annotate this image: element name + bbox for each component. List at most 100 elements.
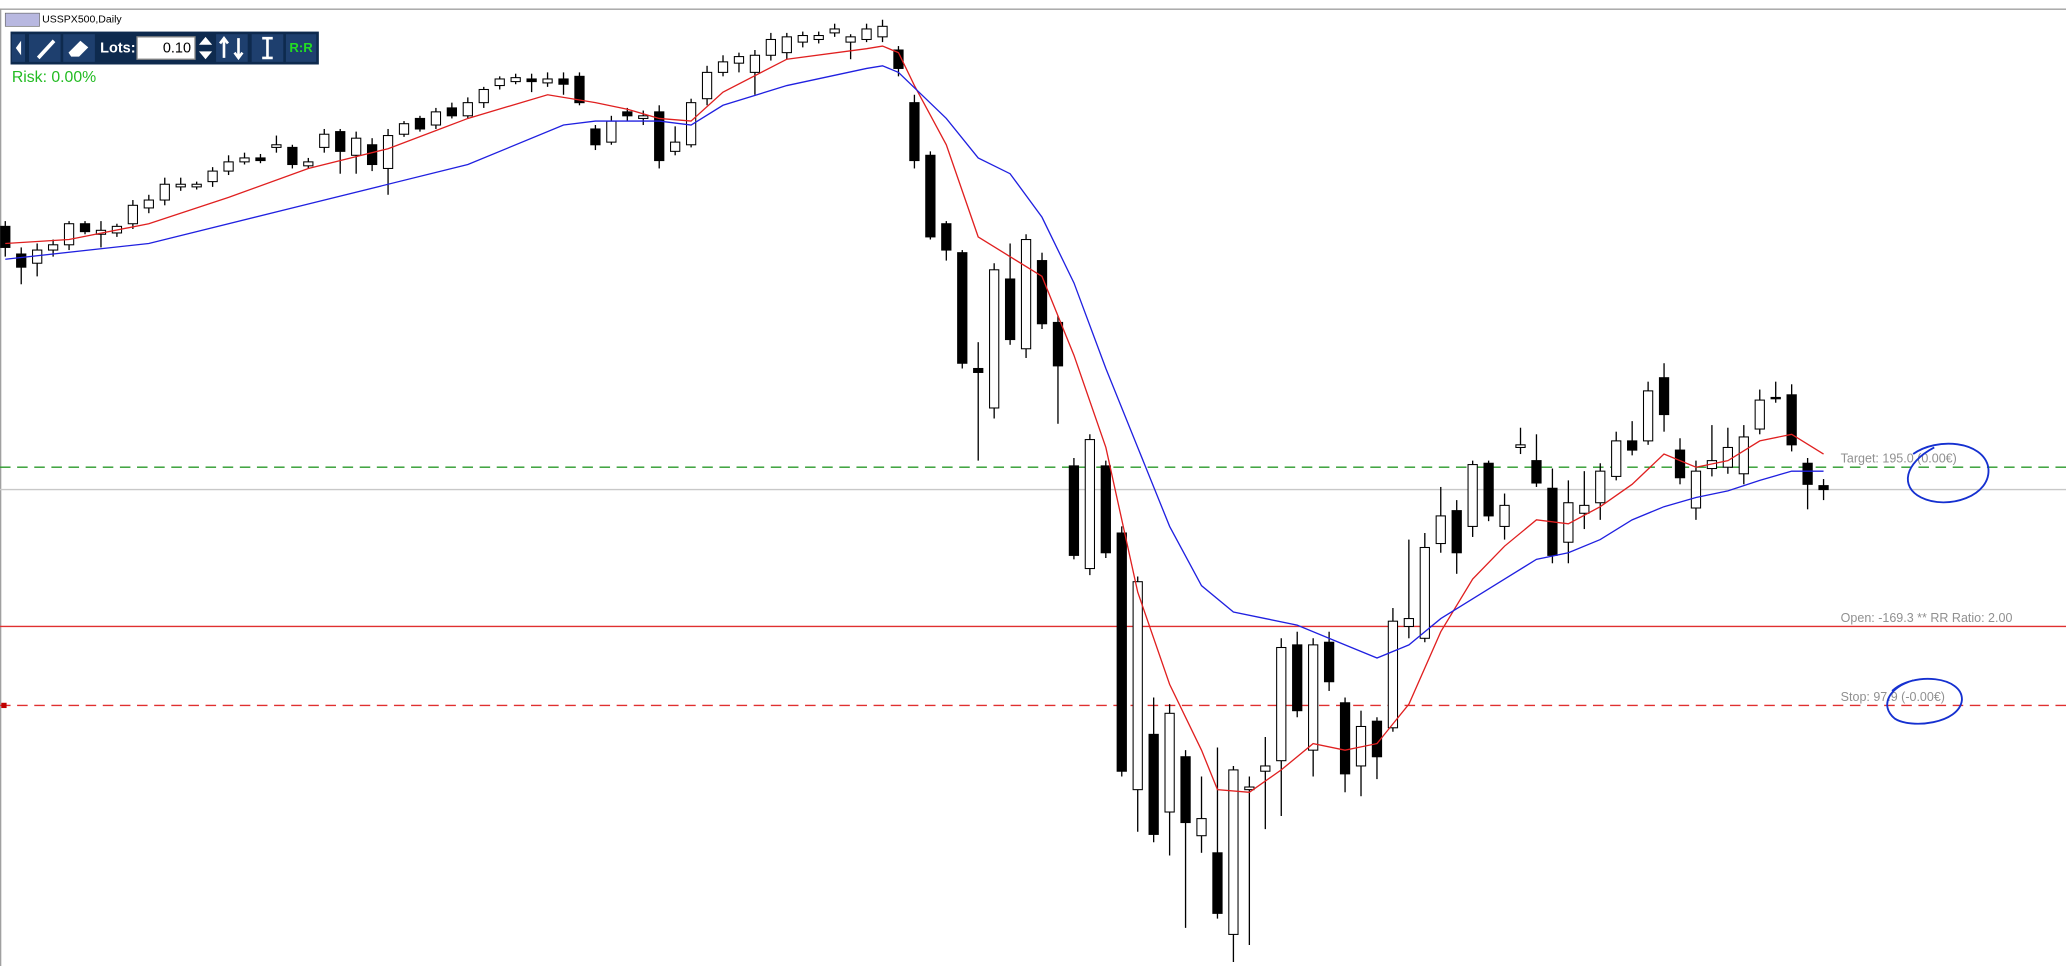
level-label: Open: -169.3 ** RR Ratio: 2.00 xyxy=(1841,611,2013,625)
candle-body xyxy=(1308,644,1319,751)
candle-body xyxy=(1627,440,1638,451)
candle-body xyxy=(1068,465,1080,556)
candle-body xyxy=(1467,464,1478,527)
window-icon xyxy=(4,12,40,27)
candle-body xyxy=(1323,641,1335,683)
candle-body xyxy=(366,144,378,166)
candle-body xyxy=(1212,852,1223,914)
candle-body xyxy=(1499,504,1510,527)
toolbar: Lots: 0.10 R:R xyxy=(10,31,319,65)
candle-body xyxy=(1260,765,1271,772)
candle-body xyxy=(351,137,362,156)
candle-body xyxy=(989,269,1000,409)
candle-body xyxy=(781,36,792,54)
candle-body xyxy=(1818,485,1829,491)
range-icon xyxy=(262,36,273,60)
candle-body xyxy=(1451,510,1462,554)
candle-body xyxy=(1084,439,1096,570)
pen-icon xyxy=(36,39,56,60)
candle-body xyxy=(1020,238,1032,350)
candle-body xyxy=(925,154,936,238)
candle-body xyxy=(1196,818,1207,837)
annotation-circle xyxy=(1906,442,1990,504)
candle-body xyxy=(1148,733,1159,835)
candle-body xyxy=(1419,546,1430,639)
candle-body xyxy=(622,111,633,117)
candle-body xyxy=(271,144,282,148)
candle-body xyxy=(1132,581,1143,791)
candle-body xyxy=(1435,515,1446,545)
moving-average xyxy=(5,65,1824,659)
candle-body xyxy=(1642,390,1654,442)
candle-body xyxy=(47,244,59,251)
lots-label: Lots: xyxy=(100,41,135,57)
candle-body xyxy=(1690,470,1702,509)
plot-area: Target: 195.0 (0.00€) Open: -169.3 ** RR … xyxy=(0,19,2066,963)
candle-body xyxy=(1228,769,1239,935)
candle-body xyxy=(1515,444,1526,448)
candle-body xyxy=(606,120,617,143)
candle-body xyxy=(462,102,473,117)
candle-body xyxy=(223,161,234,172)
candle-body xyxy=(941,223,952,251)
candle-body xyxy=(1164,712,1175,813)
candle-body xyxy=(797,35,808,43)
candle-body xyxy=(255,157,266,162)
candle-body xyxy=(494,78,505,87)
eraser-icon xyxy=(68,40,89,57)
switch-button[interactable] xyxy=(216,34,248,62)
candle-body xyxy=(638,115,649,119)
candle-body xyxy=(1563,502,1574,543)
level-marker xyxy=(1,702,7,709)
candle-body xyxy=(1100,465,1111,554)
candle-body xyxy=(1403,618,1415,627)
candle-body xyxy=(1658,377,1670,416)
candle-body xyxy=(127,204,139,225)
candle-body xyxy=(701,71,713,100)
candle-body xyxy=(159,183,170,201)
candle-body xyxy=(207,170,218,183)
candle-body xyxy=(79,223,91,233)
switch-icon xyxy=(218,35,244,61)
lots-spinner[interactable] xyxy=(198,36,213,60)
candle-body xyxy=(335,131,346,152)
candle-body xyxy=(542,78,553,84)
candle-body xyxy=(574,75,585,104)
candle-body xyxy=(0,225,11,248)
candle-body xyxy=(893,49,904,69)
candle-body xyxy=(526,78,537,83)
candle-body xyxy=(510,77,521,83)
candle-body xyxy=(1786,394,1797,446)
candle-body xyxy=(478,88,489,104)
candle-body xyxy=(733,56,745,64)
candle-body xyxy=(1738,436,1749,475)
candle-body xyxy=(1387,620,1399,729)
moving-average xyxy=(5,45,1824,793)
candle-body xyxy=(685,102,697,146)
candle-body xyxy=(877,25,888,38)
candle-body xyxy=(558,78,569,85)
candle-body xyxy=(303,161,314,167)
candle-body xyxy=(1004,278,1016,341)
candle-body xyxy=(143,199,154,209)
candle-body xyxy=(1052,321,1064,367)
candle-body xyxy=(1754,399,1765,430)
lots-input[interactable] xyxy=(136,36,196,60)
candle-body xyxy=(813,35,824,41)
candle-body xyxy=(191,183,202,188)
candle-body xyxy=(1292,644,1303,712)
lots-value: 0.10 xyxy=(163,41,191,57)
candle-body xyxy=(239,157,250,163)
window-title: USSPX500,Daily xyxy=(42,14,122,26)
candle-body xyxy=(175,183,186,188)
annotation-circle xyxy=(1886,677,1963,725)
candle-body xyxy=(1180,756,1191,824)
candle-body xyxy=(973,367,984,373)
candle-body xyxy=(654,111,665,162)
collapse-icon xyxy=(15,40,22,56)
candle-body xyxy=(1339,702,1351,775)
rr-button[interactable] xyxy=(285,34,317,62)
